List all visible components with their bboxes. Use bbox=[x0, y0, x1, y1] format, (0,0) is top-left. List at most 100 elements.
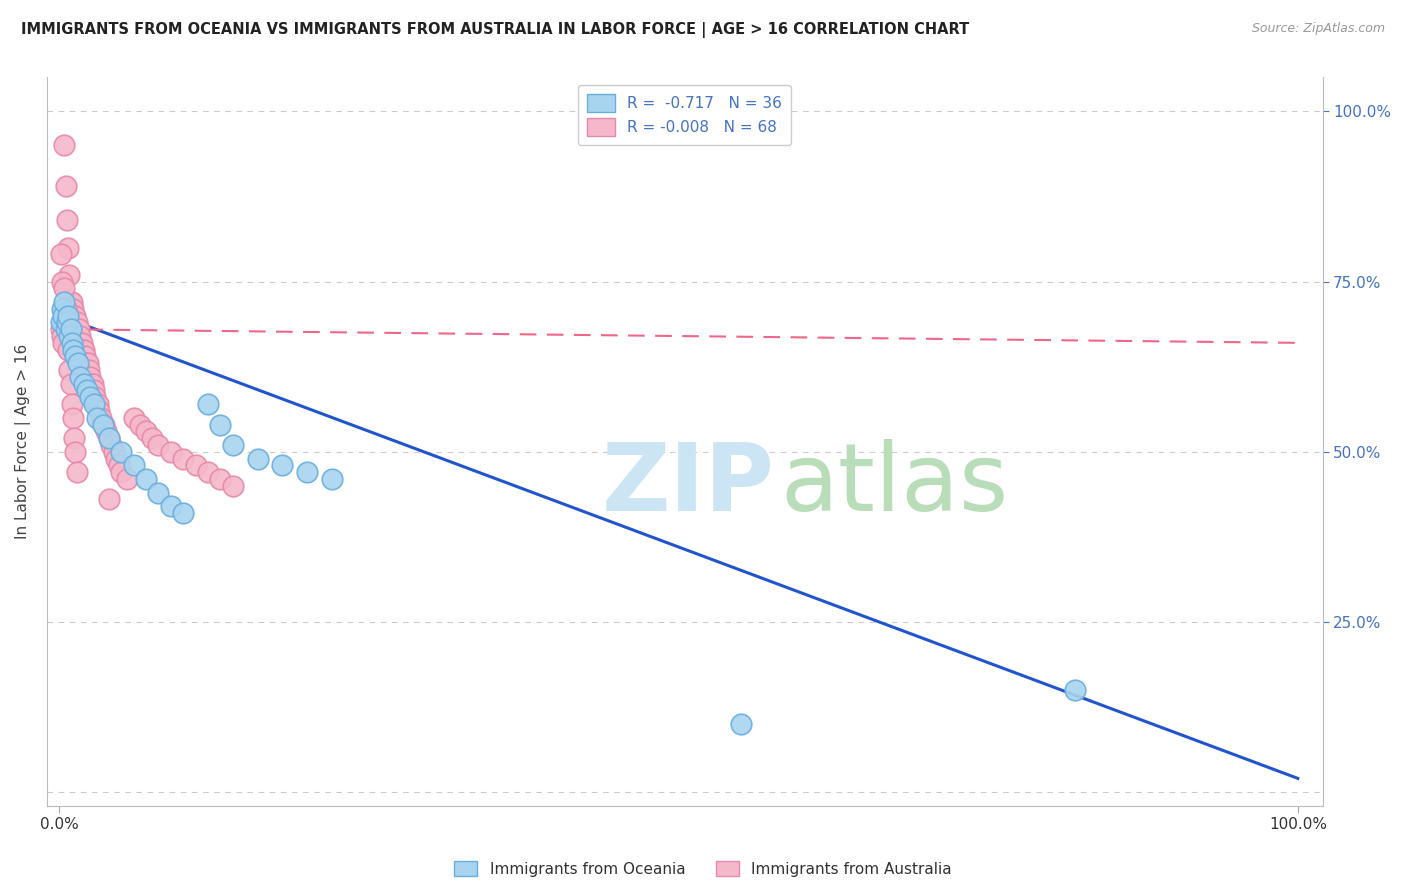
Point bbox=[65, 309, 87, 323]
Point bbox=[159, 444, 181, 458]
Point bbox=[49, 247, 72, 261]
Point bbox=[135, 472, 157, 486]
Y-axis label: In Labor Force | Age > 16: In Labor Force | Age > 16 bbox=[15, 344, 31, 539]
Point bbox=[62, 301, 84, 316]
Point bbox=[52, 301, 75, 316]
Point bbox=[172, 451, 194, 466]
Point bbox=[110, 444, 132, 458]
Point bbox=[93, 417, 115, 432]
Point bbox=[75, 350, 97, 364]
Point bbox=[51, 329, 73, 343]
Point bbox=[59, 322, 82, 336]
Point bbox=[87, 397, 110, 411]
Point bbox=[97, 431, 120, 445]
Point bbox=[246, 451, 269, 466]
Point bbox=[1064, 682, 1087, 697]
Legend: Immigrants from Oceania, Immigrants from Australia: Immigrants from Oceania, Immigrants from… bbox=[447, 853, 959, 884]
Text: Source: ZipAtlas.com: Source: ZipAtlas.com bbox=[1251, 22, 1385, 36]
Point bbox=[271, 458, 294, 473]
Point bbox=[76, 384, 98, 398]
Point bbox=[76, 356, 98, 370]
Point bbox=[83, 384, 105, 398]
Point bbox=[77, 363, 100, 377]
Point bbox=[73, 343, 96, 357]
Point bbox=[60, 397, 83, 411]
Point bbox=[197, 465, 219, 479]
Point bbox=[197, 397, 219, 411]
Point bbox=[49, 322, 72, 336]
Point bbox=[79, 369, 101, 384]
Point bbox=[83, 397, 105, 411]
Point bbox=[53, 281, 76, 295]
Point bbox=[65, 350, 87, 364]
Point bbox=[69, 369, 91, 384]
Point bbox=[148, 485, 170, 500]
Point bbox=[49, 315, 72, 329]
Point bbox=[58, 268, 80, 282]
Point bbox=[86, 410, 108, 425]
Point bbox=[67, 322, 90, 336]
Point bbox=[66, 465, 89, 479]
Point bbox=[53, 138, 76, 153]
Point bbox=[51, 275, 73, 289]
Point bbox=[122, 458, 145, 473]
Point bbox=[59, 295, 82, 310]
Point bbox=[56, 309, 79, 323]
Point bbox=[87, 404, 110, 418]
Point bbox=[56, 343, 79, 357]
Point bbox=[148, 438, 170, 452]
Point bbox=[105, 451, 128, 466]
Point bbox=[159, 499, 181, 513]
Point bbox=[53, 295, 76, 310]
Point bbox=[117, 472, 139, 486]
Point bbox=[66, 322, 89, 336]
Point bbox=[66, 356, 89, 370]
Point bbox=[730, 717, 752, 731]
Point bbox=[82, 376, 104, 391]
Point bbox=[222, 479, 245, 493]
Point bbox=[110, 465, 132, 479]
Point bbox=[295, 465, 318, 479]
Point bbox=[91, 417, 114, 432]
Point bbox=[72, 343, 94, 357]
Point bbox=[97, 431, 120, 445]
Point bbox=[60, 335, 83, 350]
Legend: R =  -0.717   N = 36, R = -0.008   N = 68: R = -0.717 N = 36, R = -0.008 N = 68 bbox=[578, 85, 792, 145]
Point bbox=[56, 213, 79, 227]
Point bbox=[321, 472, 343, 486]
Point bbox=[51, 301, 73, 316]
Point bbox=[69, 329, 91, 343]
Point bbox=[65, 444, 87, 458]
Point bbox=[59, 376, 82, 391]
Point bbox=[103, 444, 125, 458]
Point bbox=[62, 343, 84, 357]
Point bbox=[90, 410, 112, 425]
Point bbox=[52, 309, 75, 323]
Text: IMMIGRANTS FROM OCEANIA VS IMMIGRANTS FROM AUSTRALIA IN LABOR FORCE | AGE > 16 C: IMMIGRANTS FROM OCEANIA VS IMMIGRANTS FR… bbox=[21, 22, 969, 38]
Point bbox=[97, 492, 120, 507]
Point bbox=[62, 410, 84, 425]
Point bbox=[80, 376, 103, 391]
Text: ZIP: ZIP bbox=[602, 439, 775, 532]
Point bbox=[70, 335, 93, 350]
Point bbox=[86, 397, 108, 411]
Point bbox=[55, 179, 77, 194]
Point bbox=[55, 301, 77, 316]
Point bbox=[107, 458, 129, 473]
Point bbox=[184, 458, 207, 473]
Point bbox=[73, 376, 96, 391]
Point bbox=[66, 315, 89, 329]
Point bbox=[209, 472, 232, 486]
Point bbox=[76, 356, 98, 370]
Point bbox=[172, 506, 194, 520]
Point bbox=[79, 390, 101, 404]
Point bbox=[52, 335, 75, 350]
Point bbox=[135, 425, 157, 439]
Point bbox=[141, 431, 163, 445]
Point bbox=[58, 329, 80, 343]
Point bbox=[56, 315, 79, 329]
Point bbox=[63, 309, 86, 323]
Point bbox=[55, 322, 77, 336]
Text: atlas: atlas bbox=[780, 439, 1008, 532]
Point bbox=[96, 425, 118, 439]
